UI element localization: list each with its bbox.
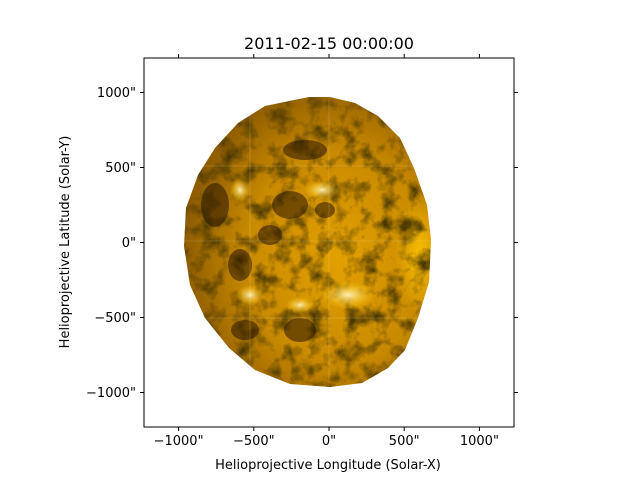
dark-regions <box>201 140 335 342</box>
bright-regions <box>230 178 376 313</box>
y-axis-label: Helioprojective Latitude (Solar-Y) <box>58 136 73 349</box>
y-tick-label: 1000" <box>97 86 136 101</box>
coordinate-grid <box>184 97 431 387</box>
x-tick-label: 1000" <box>460 434 499 449</box>
y-tick-label: −1000" <box>86 386 136 401</box>
x-tick-label: −500" <box>233 434 275 449</box>
axis-ticks: −1000" −500" 0" 500" 1000" 1000" 500" 0" −500" −1… <box>86 54 518 449</box>
solar-disk-image <box>184 97 431 387</box>
x-axis-label: Helioprojective Longitude (Solar-X) <box>215 458 441 473</box>
plot-title: 2011-02-15 00:00:00 <box>244 34 414 53</box>
x-tick-label: 500" <box>389 434 420 449</box>
x-tick-label: 0" <box>322 434 336 449</box>
y-tick-label: 500" <box>105 161 136 176</box>
y-tick-label: −500" <box>94 311 136 326</box>
y-tick-label: 0" <box>122 236 136 251</box>
x-tick-label: −1000" <box>154 434 204 449</box>
